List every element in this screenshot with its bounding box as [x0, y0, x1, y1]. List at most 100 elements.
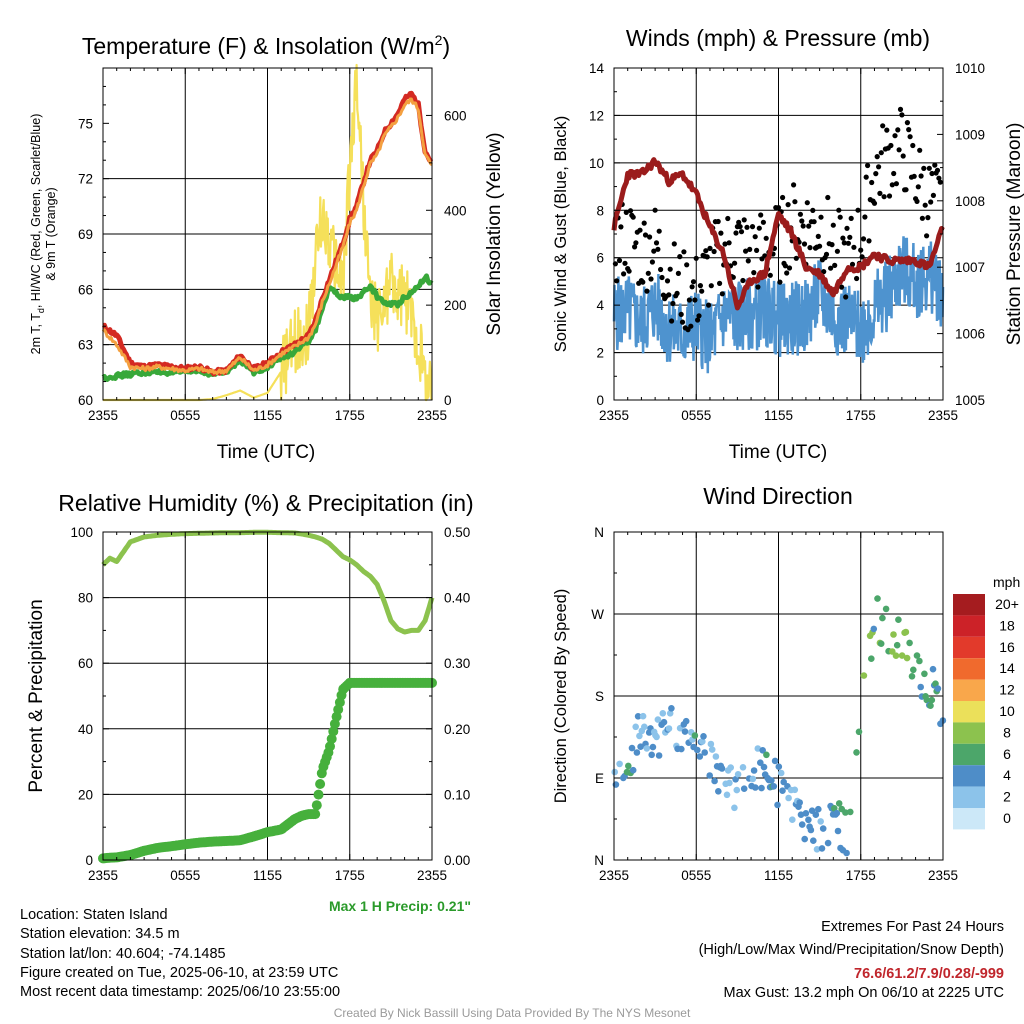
direction-point — [892, 652, 900, 659]
gust-point — [860, 236, 867, 242]
gust-point — [616, 257, 623, 264]
temperature-ylabel-left: 2m T, Td, HI/WC (Red, Green, Scarlet/Blu… — [29, 114, 58, 355]
direction-point — [726, 779, 733, 787]
winds-ylabel-left: Sonic Wind & Gust (Blue, Black) — [552, 116, 570, 353]
winds-series — [611, 106, 945, 374]
direction-point — [757, 759, 764, 766]
direction-point — [643, 745, 651, 752]
legend-label: 16 — [999, 639, 1015, 655]
legend-label: 2 — [1003, 789, 1011, 805]
direction-point — [890, 631, 897, 638]
temperature-title: Temperature (F) & Insolation (W/m2) — [82, 32, 450, 59]
gust-point — [690, 279, 697, 285]
legend-swatch — [953, 701, 985, 723]
gust-point — [877, 190, 883, 196]
humidity-panel: Relative Humidity (%) & Precipitation (i… — [26, 490, 474, 914]
direction-legend-title: mph — [993, 574, 1020, 590]
gust-point — [844, 225, 850, 231]
gust-point — [670, 300, 676, 307]
winds-xlabel: Time (UTC) — [729, 442, 828, 463]
direction-point — [734, 771, 742, 778]
gust-point — [936, 175, 942, 181]
y-tick-label: 63 — [78, 338, 93, 353]
gust-point — [640, 279, 646, 285]
direction-point — [733, 786, 741, 794]
gust-point — [763, 235, 769, 241]
x-tick-label: 1155 — [253, 408, 282, 423]
direction-point — [732, 776, 739, 783]
direction-point — [699, 738, 706, 745]
gust-point — [866, 238, 872, 244]
direction-point — [855, 728, 863, 736]
legend-label: 12 — [999, 682, 1015, 698]
direction-point — [727, 764, 734, 771]
direction-point — [739, 764, 747, 771]
direction-point — [616, 760, 623, 768]
gust-point — [652, 207, 658, 213]
station-info: Location: Staten Island Station elevatio… — [20, 906, 340, 1002]
direction-point — [777, 769, 785, 777]
gust-point — [686, 297, 693, 303]
direction-point — [929, 665, 937, 673]
gust-point — [928, 199, 934, 205]
gust-point — [906, 127, 912, 133]
y-right-tick-label: 1009 — [955, 127, 985, 142]
gust-point — [737, 224, 743, 230]
gust-point — [830, 222, 836, 228]
legend-swatch — [953, 743, 985, 766]
gust-point — [786, 265, 793, 271]
direction-point — [916, 657, 923, 665]
direction-point — [759, 747, 766, 754]
direction-point — [779, 787, 786, 794]
direction-point — [785, 794, 792, 802]
direction-point — [775, 763, 783, 770]
gust-point — [741, 217, 747, 223]
temperature-series — [101, 63, 434, 402]
direction-point — [625, 762, 632, 770]
gust-point — [744, 224, 750, 230]
direction-point — [706, 772, 713, 779]
y-right-tick-label: 400 — [444, 203, 467, 218]
gust-point — [633, 240, 639, 246]
gust-point — [669, 318, 675, 324]
direction-point — [818, 845, 826, 852]
x-tick-label: 0555 — [170, 408, 200, 423]
direction-point — [910, 666, 917, 674]
gust-point — [869, 179, 875, 186]
direction-point — [796, 799, 803, 806]
gust-point — [836, 207, 842, 213]
gust-point — [910, 142, 916, 149]
direction-point — [815, 805, 822, 813]
created-text: Figure created on Tue, 2025-06-10, at 23… — [20, 964, 339, 981]
gust-point — [674, 290, 680, 296]
gust-point — [658, 266, 664, 273]
direction-point — [665, 725, 673, 732]
gust-point — [707, 245, 713, 251]
y-right-tick-label: 600 — [444, 108, 467, 123]
gust-point — [832, 262, 838, 268]
gust-point — [644, 288, 650, 294]
gust-point — [645, 270, 651, 276]
y-right-tick-label: 0.20 — [444, 722, 470, 737]
gust-point — [896, 147, 902, 153]
legend-swatch — [953, 722, 985, 744]
direction-point — [898, 652, 906, 659]
gust-point — [828, 265, 834, 271]
direction-point — [819, 825, 827, 832]
direction-point — [637, 743, 644, 750]
direction-point — [908, 673, 916, 680]
direction-point — [750, 767, 758, 774]
direction-point — [770, 783, 778, 790]
gust-point — [919, 215, 926, 221]
gust-point — [893, 181, 900, 187]
gust-point — [865, 162, 871, 169]
x-tick-label: 2355 — [88, 868, 118, 883]
gust-point — [917, 147, 923, 153]
y-right-tick-label: 0.30 — [444, 656, 470, 671]
gust-point — [722, 241, 728, 247]
gust-point — [900, 153, 906, 159]
direction-point — [711, 777, 718, 785]
x-tick-label: 2355 — [599, 408, 629, 423]
precipitation-point — [313, 789, 324, 800]
